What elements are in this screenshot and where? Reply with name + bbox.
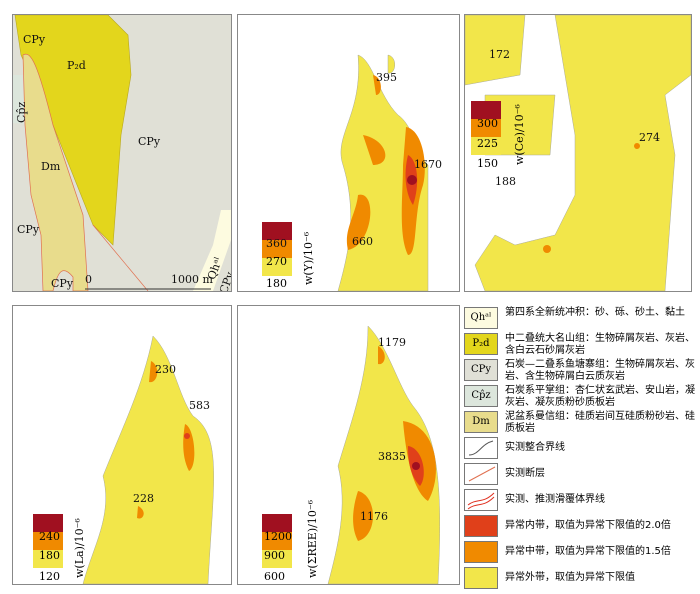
legend-item-slide: 实测、推测滑覆体界线 <box>464 489 700 513</box>
label-cpy: CPy <box>23 33 46 46</box>
legend-swatch <box>464 541 498 563</box>
annotation: 3835 <box>378 450 406 463</box>
legend-text: 实测、推测滑覆体界线 <box>505 494 605 505</box>
axis-label: w(La)/10⁻⁶ <box>73 518 86 578</box>
annotation: 583 <box>189 399 210 412</box>
annotation: 1176 <box>360 510 388 523</box>
label-cpy: CPy <box>17 223 40 236</box>
scale-end: 1000 m <box>171 273 213 286</box>
legend-item-cpz: Cp̂z 石炭系平掌组：杏仁状玄武岩、安山岩，凝灰岩、凝灰质粉砂质板岩 <box>464 385 700 409</box>
peak-zone <box>407 175 417 185</box>
legend-swatch <box>464 515 498 537</box>
axis-label: w(ΣREE)/10⁻⁶ <box>306 499 319 578</box>
color-scale <box>471 101 501 155</box>
legend-item-qh: Qhᵃˡ 第四系全新统冲积：砂、砾、砂土、黏土 <box>464 307 700 331</box>
legend-text: 异常外带，取值为异常下限值 <box>505 572 635 583</box>
tick: 270 <box>266 255 287 268</box>
axis-label: w(Ce)/10⁻⁶ <box>513 104 526 165</box>
scale-start: 0 <box>85 273 92 286</box>
tick: 1200 <box>264 530 292 543</box>
legend-text: 石炭系平掌组：杏仁状玄武岩、安山岩，凝灰岩、凝灰质粉砂质板岩 <box>505 385 695 408</box>
panel-ce: 172 274 188 300 225 150 w(Ce)/10⁻⁶ <box>464 14 692 292</box>
legend-text: 泥盆系曼信组：硅质岩间互硅质粉砂岩、硅质板岩 <box>505 411 695 434</box>
legend-text: 异常中带，取值为异常下限值的1.5倍 <box>505 546 671 557</box>
annotation: 1670 <box>414 158 442 171</box>
legend-swatch <box>464 567 498 589</box>
tick: 360 <box>266 237 287 250</box>
legend-item-inner: 异常内带，取值为异常下限值的2.0倍 <box>464 515 700 539</box>
tick: 180 <box>39 549 60 562</box>
legend-swatch: CPy <box>464 359 498 381</box>
legend-item-outer: 异常外带，取值为异常下限值 <box>464 567 700 591</box>
y-anomaly-map <box>337 54 429 291</box>
annotation: 188 <box>495 175 516 188</box>
annotation: 228 <box>133 492 154 505</box>
fault-line <box>92 224 149 291</box>
legend-item-dm: Dm 泥盆系曼信组：硅质岩间互硅质粉砂岩、硅质板岩 <box>464 411 700 435</box>
legend-text: 实测断层 <box>505 468 545 479</box>
annotation: 1179 <box>378 336 406 349</box>
legend-swatch: Dm <box>464 411 498 433</box>
tick: 900 <box>264 549 285 562</box>
color-scale <box>262 514 292 568</box>
panel-ree: 1179 3835 1176 1200 900 600 w(ΣREE)/10⁻⁶ <box>237 305 460 585</box>
contact-line-icon <box>464 437 498 459</box>
tick: 180 <box>266 277 287 290</box>
legend-item-contact: 实测整合界线 <box>464 437 700 461</box>
legend-text: 中二叠统大名山组：生物碎屑灰岩、灰岩、含白云石砂屑灰岩 <box>505 333 695 356</box>
color-scale <box>33 514 63 568</box>
tick: 600 <box>264 570 285 583</box>
legend-item-middle: 异常中带，取值为异常下限值的1.5倍 <box>464 541 700 565</box>
middle-zone <box>346 75 425 255</box>
panel-la: 230 583 228 240 180 120 w(La)/10⁻⁶ <box>12 305 232 585</box>
legend-swatch: Qhᵃˡ <box>464 307 498 329</box>
tick: 120 <box>39 570 60 583</box>
annotation: 172 <box>489 48 510 61</box>
geology-map: CPy P₂d Cp̂z Dm CPy CPy CPy Qhᵃˡ CPy 0 1… <box>12 14 232 292</box>
axis-label: w(Y)/10⁻⁶ <box>302 231 315 285</box>
legend-swatch: P₂d <box>464 333 498 355</box>
tick: 300 <box>477 117 498 130</box>
ce-anomaly-map <box>465 15 691 291</box>
label-cpz: Cp̂z <box>15 101 28 123</box>
inner-zone <box>184 433 190 439</box>
annotation: 395 <box>376 71 397 84</box>
legend-text: 第四系全新统冲积：砂、砾、砂土、黏土 <box>505 307 685 318</box>
panel-y: 395 1670 660 360 270 180 w(Y)/10⁻⁶ <box>237 14 460 292</box>
outer-zone <box>82 335 214 584</box>
legend-item-fault: 实测断层 <box>464 463 700 487</box>
slide-boundary-icon <box>464 489 498 511</box>
qh-unit <box>193 210 231 291</box>
tick: 240 <box>39 530 60 543</box>
annotation: 660 <box>352 235 373 248</box>
middle-zone <box>634 143 640 149</box>
tick: 225 <box>477 137 498 150</box>
label-cpy: CPy <box>51 277 74 290</box>
tick: 150 <box>477 157 498 170</box>
fault-line-icon <box>464 463 498 485</box>
geology-shapes <box>13 15 231 291</box>
legend-text: 异常内带，取值为异常下限值的2.0倍 <box>505 520 671 531</box>
legend-item-cpy: CPy 石炭—二叠系鱼塘寨组：生物碎屑灰岩、灰岩、含生物碎屑白云质灰岩 <box>464 359 700 383</box>
ree-anomaly-map <box>327 325 440 584</box>
legend-item-p2d: P₂d 中二叠统大名山组：生物碎屑灰岩、灰岩、含白云石砂屑灰岩 <box>464 333 700 357</box>
peak-zone <box>412 462 420 470</box>
legend-text: 实测整合界线 <box>505 442 565 453</box>
label-cpy: CPy <box>138 135 161 148</box>
middle-zone <box>353 346 436 541</box>
annotation: 274 <box>639 131 660 144</box>
la-anomaly-map <box>82 335 214 584</box>
dm-unit <box>22 53 89 291</box>
middle-zone <box>543 245 551 253</box>
label-dm: Dm <box>41 160 61 173</box>
legend-text: 石炭—二叠系鱼塘寨组：生物碎屑灰岩、灰岩、含生物碎屑白云质灰岩 <box>505 359 695 382</box>
legend-swatch: Cp̂z <box>464 385 498 407</box>
color-scale <box>262 222 292 276</box>
label-p2d: P₂d <box>67 59 86 72</box>
annotation: 230 <box>155 363 176 376</box>
